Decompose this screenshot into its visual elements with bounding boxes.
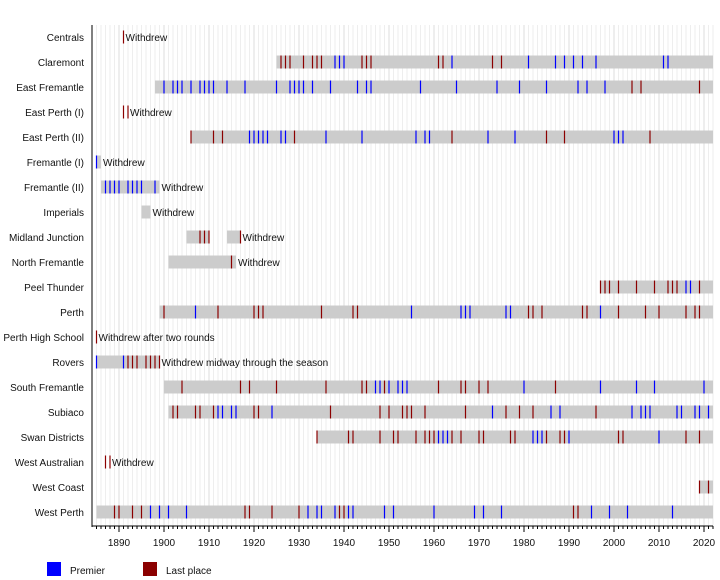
team-label-rovers: Rovers xyxy=(52,358,84,369)
legend-premier-label: Premier xyxy=(70,566,106,577)
x-tick-label-1910: 1910 xyxy=(198,538,221,549)
grid-lines xyxy=(96,25,714,526)
team-bar-imperials xyxy=(141,205,151,219)
team-bar-claremont xyxy=(276,55,713,69)
x-tick-label-1900: 1900 xyxy=(153,538,176,549)
team-bar-perth xyxy=(159,305,713,319)
team-bar-west-coast xyxy=(699,480,713,494)
legend: Premier Last place xyxy=(47,562,212,577)
x-tick-label-1930: 1930 xyxy=(288,538,311,549)
team-label-swan-districts: Swan Districts xyxy=(21,433,84,444)
season-marks xyxy=(95,30,710,519)
team-note-fremantle-i: Withdrew xyxy=(103,158,145,169)
team-label-midland-junction: Midland Junction xyxy=(9,233,84,244)
team-label-imperials: Imperials xyxy=(43,208,84,219)
x-tick-label-1960: 1960 xyxy=(423,538,446,549)
team-bar-midland-junction xyxy=(186,230,209,244)
team-label-perth: Perth xyxy=(60,308,84,319)
team-note-perth-high-school: Withdrew after two rounds xyxy=(99,333,215,344)
team-label-west-perth: West Perth xyxy=(35,508,84,519)
x-tick-label-2000: 2000 xyxy=(603,538,626,549)
team-bars xyxy=(96,55,713,519)
x-tick-label-1940: 1940 xyxy=(333,538,356,549)
team-bar-west-perth xyxy=(96,505,713,519)
team-label-south-fremantle: South Fremantle xyxy=(10,383,84,394)
x-tick-label-1920: 1920 xyxy=(243,538,266,549)
team-label-subiaco: Subiaco xyxy=(48,408,85,419)
team-label-west-australian: West Australian xyxy=(15,458,84,469)
team-label-peel-thunder: Peel Thunder xyxy=(24,283,85,294)
x-tick-label-1950: 1950 xyxy=(378,538,401,549)
x-tick-label-2010: 2010 xyxy=(648,538,671,549)
team-note-midland-junction: Withdrew xyxy=(243,233,285,244)
team-label-east-fremantle: East Fremantle xyxy=(16,83,84,94)
team-note-rovers: Withdrew midway through the season xyxy=(162,358,329,369)
team-label-perth-high-school: Perth High School xyxy=(3,333,84,344)
team-label-east-perth-ii: East Perth (II) xyxy=(22,133,84,144)
team-bar-fremantle-ii xyxy=(101,180,160,194)
team-bar-fremantle-i xyxy=(96,155,101,169)
x-tick-label-1980: 1980 xyxy=(513,538,536,549)
legend-premier-swatch xyxy=(47,562,61,576)
team-note-north-fremantle: Withdrew xyxy=(238,258,280,269)
team-note-imperials: Withdrew xyxy=(153,208,195,219)
legend-last-label: Last place xyxy=(166,566,212,577)
team-note-west-australian: Withdrew xyxy=(112,458,154,469)
legend-last-swatch xyxy=(143,562,157,576)
x-tick-label-1990: 1990 xyxy=(558,538,581,549)
team-label-centrals: Centrals xyxy=(47,33,84,44)
team-bar-subiaco xyxy=(168,405,713,419)
team-notes: Withdrew Withdrew Withdrew Withdrew Withdrew… xyxy=(99,33,329,469)
x-tick-label-1970: 1970 xyxy=(468,538,491,549)
team-label-claremont: Claremont xyxy=(38,58,84,69)
team-note-fremantle-ii: Withdrew xyxy=(162,183,204,194)
team-bar-east-fremantle xyxy=(155,80,713,94)
team-bar-peel-thunder xyxy=(600,280,713,294)
axes: 1890 1900 1910 1920 1930 1940 1950 1960 1970 1980… xyxy=(91,25,716,549)
team-label-west-coast: West Coast xyxy=(33,483,85,494)
team-label-fremantle-ii: Fremantle (II) xyxy=(24,183,84,194)
team-note-east-perth-i: Withdrew xyxy=(130,108,172,119)
x-tick-label-1890: 1890 xyxy=(108,538,131,549)
x-tick-label-2020: 2020 xyxy=(693,538,716,549)
team-label-east-perth-i: East Perth (I) xyxy=(25,108,84,119)
team-label-fremantle-i: Fremantle (I) xyxy=(27,158,84,169)
team-label-north-fremantle: North Fremantle xyxy=(12,258,85,269)
team-labels: Centrals Claremont East Fremantle East Pert… xyxy=(3,33,84,519)
team-bar-north-fremantle xyxy=(168,255,236,269)
team-bar-midland-junction xyxy=(227,230,241,244)
team-note-centrals: Withdrew xyxy=(126,33,168,44)
